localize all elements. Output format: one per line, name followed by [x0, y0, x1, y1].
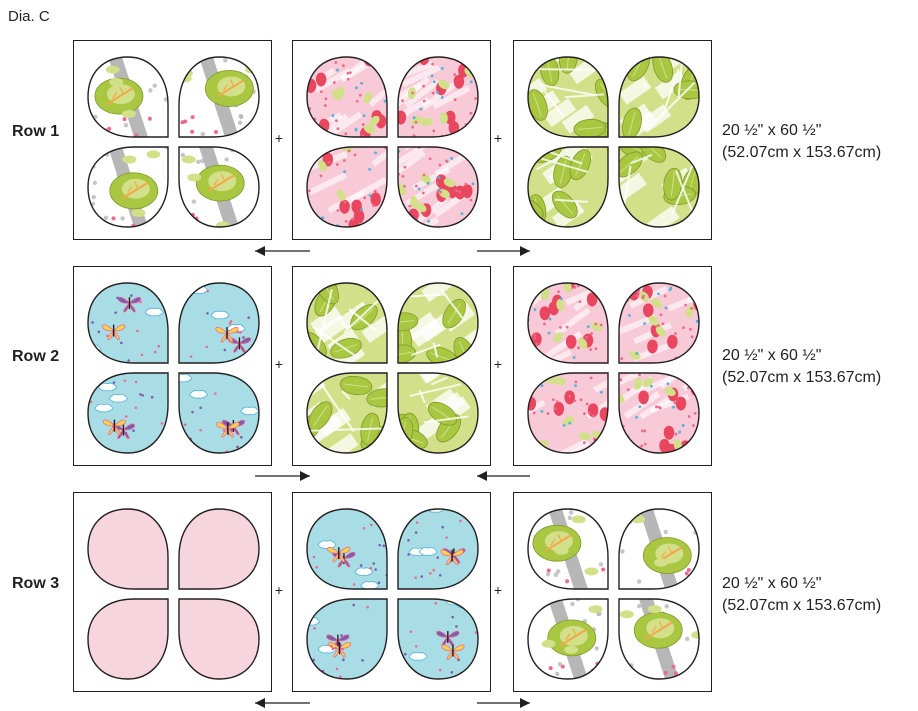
petal-br: [178, 146, 260, 228]
row-3-block-1-petals: [87, 508, 260, 680]
petal-tl: [87, 282, 169, 364]
diagram-title: Dia. C: [8, 8, 50, 25]
row-2-block-2-petals: [306, 282, 479, 454]
petal-br: [618, 598, 700, 680]
petal-tl: [527, 508, 609, 590]
row-3-block-2-petals: [306, 508, 479, 680]
row-2-arrow-right-1: [255, 471, 310, 481]
petal-bl: [306, 372, 388, 454]
row-3-arrow-left-1: [255, 698, 310, 708]
row-3-block-1: [73, 492, 272, 692]
row-1-plus-2: +: [493, 130, 503, 146]
row-1-label: Row 1: [12, 123, 60, 140]
row-2-dimension-inches: 20 ½" x 60 ½": [722, 347, 822, 364]
petal-tr: [178, 508, 260, 590]
petal-br: [618, 146, 700, 228]
row-1-block-1: [73, 40, 272, 240]
row-1-block-2: [292, 40, 491, 240]
row-2-block-3: [513, 266, 712, 466]
row-2-block-1: [73, 266, 272, 466]
row-3-block-2: [292, 492, 491, 692]
petal-br: [178, 372, 260, 454]
row-1-block-1-petals: [87, 56, 260, 228]
row-1-dimensions: 20 ½" x 60 ½" (52.07cm x 153.67cm): [722, 120, 881, 164]
row-3-plus-2: +: [493, 582, 503, 598]
petal-bl: [87, 598, 169, 680]
row-3-label: Row 3: [12, 575, 60, 592]
row-3-block-3: [513, 492, 712, 692]
petal-tl: [87, 56, 169, 138]
petal-tr: [397, 282, 479, 364]
petal-bl: [306, 598, 388, 680]
row-3-dimension-cm: (52.07cm x 153.67cm): [722, 597, 882, 614]
row-2-dimension-cm: (52.07cm x 153.67cm): [722, 369, 882, 386]
row-2-block-1-petals: [87, 282, 260, 454]
row-3-arrow-right-2: [477, 698, 530, 708]
petal-tr: [397, 56, 479, 138]
petal-tr: [178, 56, 260, 138]
row-3-plus-1: +: [274, 582, 284, 598]
petal-br: [397, 146, 479, 228]
row-3-dimension-inches: 20 ½" x 60 ½": [722, 575, 822, 592]
petal-bl: [87, 372, 169, 454]
row-1-dimension-cm: (52.07cm x 153.67cm): [722, 144, 882, 161]
petal-tl: [527, 56, 609, 138]
petal-tl: [87, 508, 169, 590]
row-1-arrow-right-2: [477, 246, 530, 256]
petal-tl: [306, 508, 388, 590]
petal-tr: [397, 508, 479, 590]
petal-tl: [306, 282, 388, 364]
row-2-dimensions: 20 ½" x 60 ½" (52.07cm x 153.67cm): [722, 345, 881, 389]
row-1-plus-1: +: [274, 130, 284, 146]
row-1-block-3: [513, 40, 712, 240]
row-1-arrow-left-1: [255, 246, 310, 256]
petal-br: [397, 372, 479, 454]
row-2-plus-2: +: [493, 356, 503, 372]
petal-br: [178, 598, 260, 680]
petal-bl: [527, 146, 609, 228]
row-3-dimensions: 20 ½" x 60 ½" (52.07cm x 153.67cm): [722, 573, 881, 617]
row-2-arrow-left-2: [477, 471, 530, 481]
petal-bl: [87, 146, 169, 228]
row-2-block-2: [292, 266, 491, 466]
row-2-block-3-petals: [527, 282, 700, 454]
row-3-block-3-petals: [527, 508, 700, 680]
row-1-block-2-petals: [306, 56, 479, 228]
row-1-block-3-petals: [527, 56, 700, 228]
petal-bl: [527, 598, 609, 680]
row-2-label: Row 2: [12, 348, 60, 365]
row-2-plus-1: +: [274, 356, 284, 372]
petal-tr: [618, 508, 700, 590]
row-1-dimension-inches: 20 ½" x 60 ½": [722, 122, 822, 139]
